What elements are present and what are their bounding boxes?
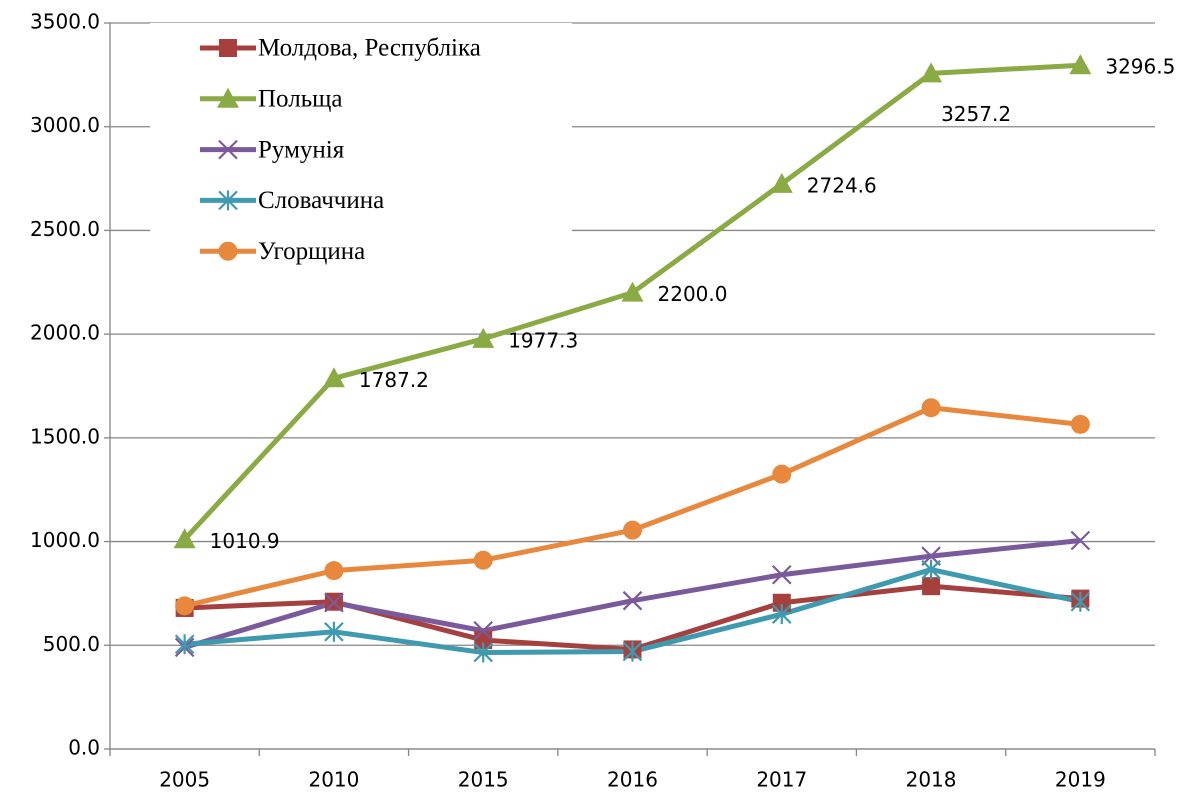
y-tick-label: 1000.0 — [30, 528, 100, 552]
data-point — [922, 577, 941, 596]
x-tick-label: 2018 — [906, 768, 957, 792]
legend-label: Румунія — [258, 136, 345, 163]
x-tick-label: 2017 — [756, 768, 807, 792]
data-point — [1070, 591, 1091, 612]
data-point — [174, 634, 195, 655]
data-point — [1070, 530, 1091, 551]
legend-marker — [219, 39, 237, 57]
data-point — [175, 596, 195, 616]
y-tick-label: 2500.0 — [30, 217, 100, 241]
legend-marker — [217, 87, 239, 108]
data-point — [772, 464, 792, 484]
data-label: 1977.3 — [508, 328, 578, 352]
data-point — [472, 327, 495, 348]
y-tick-label: 3500.0 — [30, 10, 100, 34]
x-tick-label: 2010 — [308, 768, 359, 792]
series-line — [184, 567, 1081, 656]
data-point — [324, 621, 344, 642]
data-point — [1069, 54, 1092, 75]
data-point — [1070, 414, 1090, 434]
legend-label: Польща — [258, 86, 342, 113]
y-tick-label: 0.0 — [68, 736, 100, 760]
x-tick-label: 2019 — [1055, 768, 1106, 792]
y-tick-label: 1500.0 — [30, 424, 100, 448]
data-label: 1010.9 — [210, 529, 280, 553]
data-label: 3296.5 — [1105, 55, 1175, 79]
y-tick-label: 500.0 — [43, 632, 100, 656]
legend-label: Молдова, Республіка — [258, 35, 481, 62]
data-label: 3257.2 — [941, 102, 1011, 126]
data-point — [324, 592, 344, 613]
series-line — [184, 583, 1081, 652]
data-point — [921, 559, 941, 580]
data-label: 1787.2 — [359, 368, 429, 392]
data-point — [324, 561, 344, 581]
y-tick-label: 3000.0 — [30, 113, 100, 137]
data-point — [772, 604, 792, 625]
data-point — [623, 520, 642, 540]
data-point — [622, 590, 643, 611]
data-point — [772, 593, 791, 612]
y-tick-label: 2000.0 — [30, 321, 100, 345]
legend-box — [150, 23, 572, 265]
x-tick-label: 2016 — [607, 768, 658, 792]
x-tick-label: 2005 — [159, 768, 210, 792]
x-tick-label: 2015 — [458, 768, 509, 792]
legend-label: Угорщина — [258, 238, 365, 265]
data-point — [473, 642, 493, 663]
data-point — [173, 528, 196, 549]
legend-marker — [218, 241, 238, 261]
data-point — [921, 398, 941, 418]
data-point — [920, 62, 943, 83]
data-point — [322, 367, 345, 388]
data-point — [473, 550, 493, 570]
data-point — [770, 172, 793, 193]
data-point — [621, 281, 644, 302]
legend-marker — [218, 190, 238, 211]
data-point — [622, 641, 643, 662]
data-point — [473, 620, 493, 641]
data-label: 2724.6 — [807, 173, 877, 197]
legend-marker — [218, 139, 238, 160]
data-label: 2200.0 — [658, 282, 728, 306]
data-point — [772, 564, 792, 585]
legend-label: Словаччина — [258, 187, 384, 214]
